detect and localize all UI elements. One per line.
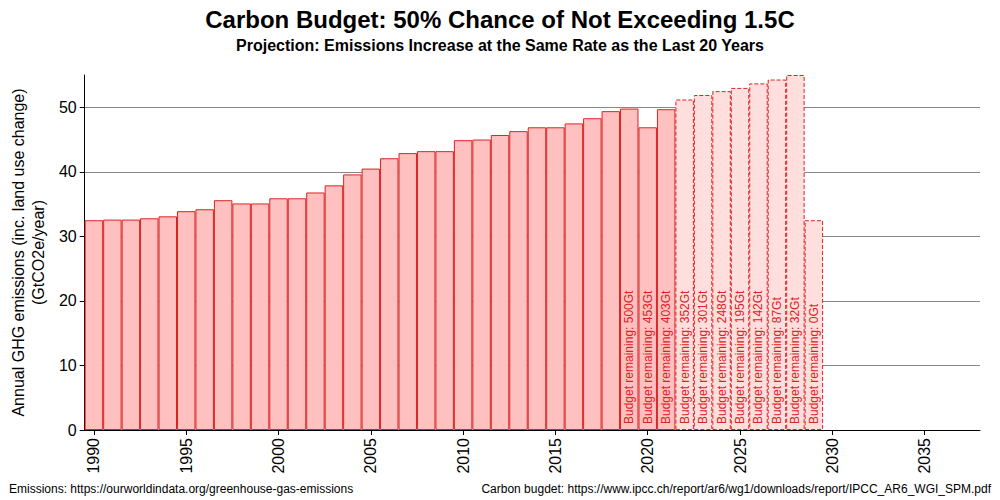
svg-text:Budget remaining: 248Gt: Budget remaining: 248Gt (715, 290, 729, 424)
svg-text:Budget remaining: 453Gt: Budget remaining: 453Gt (641, 290, 655, 424)
svg-text:50: 50 (59, 99, 77, 116)
svg-text:Emissions: https://ourworldind: Emissions: https://ourworldindata.org/gr… (9, 482, 353, 496)
svg-text:2000: 2000 (270, 438, 287, 474)
svg-text:10: 10 (59, 357, 77, 374)
svg-text:Budget remaining: 352Gt: Budget remaining: 352Gt (678, 290, 692, 424)
svg-text:2035: 2035 (916, 438, 933, 474)
svg-text:Carbon Budget: 50% Chance of N: Carbon Budget: 50% Chance of Not Exceedi… (205, 6, 794, 33)
svg-text:40: 40 (59, 163, 77, 180)
svg-text:20: 20 (59, 292, 77, 309)
svg-text:2020: 2020 (639, 438, 656, 474)
svg-text:2010: 2010 (455, 438, 472, 474)
svg-text:Carbon bugdet: https://www.ipc: Carbon bugdet: https://www.ipcc.ch/repor… (481, 482, 991, 496)
svg-text:Budget remaining: 0Gt: Budget remaining: 0Gt (807, 303, 821, 424)
svg-text:2030: 2030 (824, 438, 841, 474)
svg-text:2015: 2015 (547, 438, 564, 474)
svg-text:Budget remaining: 195Gt: Budget remaining: 195Gt (733, 290, 747, 424)
svg-text:1990: 1990 (85, 438, 102, 474)
svg-text:0: 0 (68, 422, 77, 439)
svg-text:Budget remaining: 403Gt: Budget remaining: 403Gt (659, 290, 673, 424)
svg-text:(GtCO2e/year): (GtCO2e/year) (30, 200, 47, 305)
svg-text:Budget remaining: 301Gt: Budget remaining: 301Gt (696, 290, 710, 424)
svg-text:30: 30 (59, 228, 77, 245)
svg-text:2005: 2005 (362, 438, 379, 474)
svg-text:Budget remaining: 142Gt: Budget remaining: 142Gt (751, 290, 765, 424)
svg-text:2025: 2025 (732, 438, 749, 474)
svg-text:Budget remaining: 500Gt: Budget remaining: 500Gt (622, 290, 636, 424)
svg-text:Annual GHG emissions (inc. lan: Annual GHG emissions (inc. land use chan… (10, 88, 27, 416)
svg-text:Budget remaining: 87Gt: Budget remaining: 87Gt (770, 297, 784, 424)
svg-text:1995: 1995 (178, 438, 195, 474)
svg-text:Projection: Emissions Increase: Projection: Emissions Increase at the Sa… (236, 37, 764, 54)
svg-text:Budget remaining: 32Gt: Budget remaining: 32Gt (788, 297, 802, 424)
